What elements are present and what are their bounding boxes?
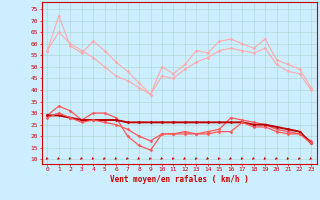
X-axis label: Vent moyen/en rafales ( km/h ): Vent moyen/en rafales ( km/h ) (110, 175, 249, 184)
